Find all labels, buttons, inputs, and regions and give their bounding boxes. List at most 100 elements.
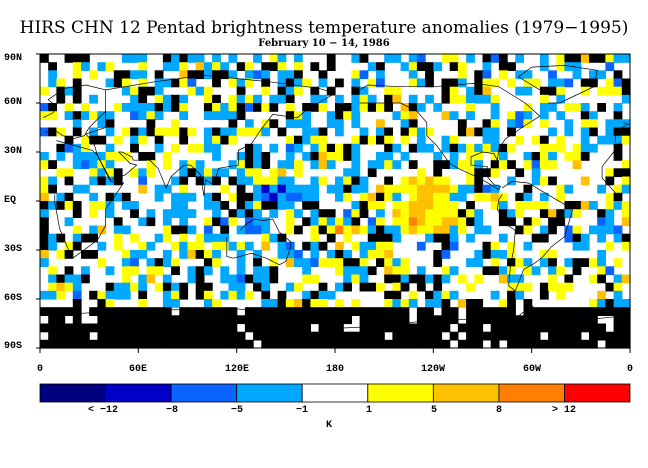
anomaly-cell bbox=[277, 160, 287, 169]
anomaly-cell bbox=[253, 217, 262, 227]
anomaly-cell bbox=[253, 250, 262, 259]
anomaly-cell bbox=[318, 282, 328, 292]
anomaly-cell bbox=[146, 209, 156, 218]
anomaly-cell bbox=[466, 54, 475, 63]
anomaly-cell bbox=[113, 135, 123, 145]
anomaly-cell bbox=[384, 86, 393, 96]
anomaly-cell bbox=[351, 209, 361, 218]
anomaly-cell bbox=[253, 94, 262, 104]
anomaly-cell bbox=[597, 258, 606, 267]
anomaly-cell bbox=[498, 62, 508, 71]
anomaly-cell bbox=[162, 290, 172, 300]
anomaly-cell bbox=[408, 290, 418, 300]
anomaly-cell bbox=[400, 299, 410, 308]
anomaly-cell bbox=[466, 86, 475, 96]
anomaly-cell bbox=[105, 339, 115, 349]
anomaly-cell bbox=[261, 241, 271, 251]
anomaly-cell bbox=[154, 323, 164, 333]
anomaly-cell bbox=[302, 241, 311, 251]
anomaly-cell bbox=[105, 143, 115, 153]
anomaly-cell bbox=[40, 160, 49, 169]
anomaly-cell bbox=[384, 176, 393, 186]
anomaly-cell bbox=[359, 70, 369, 80]
anomaly-cell bbox=[400, 258, 410, 267]
anomaly-cell bbox=[195, 168, 205, 178]
colorbar bbox=[39, 383, 631, 403]
anomaly-cell bbox=[162, 299, 172, 308]
anomaly-cell bbox=[589, 111, 598, 120]
anomaly-cell bbox=[302, 152, 311, 161]
anomaly-cell bbox=[392, 111, 402, 120]
anomaly-cell bbox=[433, 258, 443, 267]
anomaly-cell bbox=[433, 225, 443, 235]
anomaly-cell bbox=[343, 143, 352, 153]
anomaly-cell bbox=[359, 274, 369, 284]
anomaly-cell bbox=[261, 307, 271, 316]
anomaly-cell bbox=[416, 339, 426, 349]
anomaly-cell bbox=[162, 339, 172, 349]
anomaly-cell bbox=[171, 323, 180, 333]
anomaly-cell bbox=[310, 339, 320, 349]
anomaly-cell bbox=[212, 331, 221, 341]
anomaly-cell bbox=[408, 339, 418, 349]
anomaly-cell bbox=[318, 209, 328, 218]
anomaly-cell bbox=[113, 323, 123, 333]
anomaly-cell bbox=[425, 176, 434, 186]
anomaly-cell bbox=[72, 143, 82, 153]
anomaly-cell bbox=[203, 217, 213, 227]
anomaly-cell bbox=[515, 315, 525, 325]
anomaly-cell bbox=[285, 184, 295, 194]
anomaly-cell bbox=[531, 168, 541, 178]
anomaly-cell bbox=[457, 62, 467, 71]
anomaly-cell bbox=[179, 135, 189, 145]
anomaly-cell bbox=[605, 168, 615, 178]
anomaly-cell bbox=[408, 54, 418, 63]
anomaly-cell bbox=[376, 62, 385, 71]
anomaly-cell bbox=[244, 339, 254, 349]
anomaly-cell bbox=[162, 217, 172, 227]
anomaly-cell bbox=[228, 339, 238, 349]
anomaly-cell bbox=[605, 54, 615, 63]
anomaly-cell bbox=[285, 94, 295, 104]
anomaly-cell bbox=[589, 54, 598, 63]
anomaly-cell bbox=[408, 119, 418, 129]
anomaly-cell bbox=[269, 266, 279, 276]
anomaly-cell bbox=[261, 86, 271, 96]
anomaly-cell bbox=[482, 119, 492, 129]
anomaly-cell bbox=[228, 111, 238, 120]
anomaly-cell bbox=[302, 258, 311, 267]
anomaly-cell bbox=[367, 323, 377, 333]
anomaly-cell bbox=[56, 282, 66, 292]
anomaly-cell bbox=[244, 119, 254, 129]
anomaly-cell bbox=[162, 225, 172, 235]
anomaly-cell bbox=[474, 315, 484, 325]
anomaly-cell bbox=[72, 184, 82, 194]
anomaly-cell bbox=[482, 78, 492, 88]
anomaly-cell bbox=[392, 331, 402, 341]
anomaly-cell bbox=[326, 307, 336, 316]
anomaly-cell bbox=[162, 62, 172, 71]
anomaly-cell bbox=[482, 94, 492, 104]
anomaly-cell bbox=[556, 86, 566, 96]
anomaly-cell bbox=[269, 274, 279, 284]
anomaly-cell bbox=[367, 282, 377, 292]
anomaly-cell bbox=[105, 209, 115, 218]
anomaly-cell bbox=[351, 201, 361, 210]
anomaly-cell bbox=[179, 250, 189, 259]
anomaly-cell bbox=[433, 282, 443, 292]
anomaly-cell bbox=[482, 241, 492, 251]
anomaly-cell bbox=[367, 331, 377, 341]
anomaly-cell bbox=[72, 70, 82, 80]
anomaly-cell bbox=[457, 143, 467, 153]
anomaly-cell bbox=[56, 152, 66, 161]
anomaly-cell bbox=[310, 233, 320, 243]
anomaly-cell bbox=[564, 54, 574, 63]
anomaly-cell bbox=[48, 70, 57, 80]
anomaly-cell bbox=[187, 315, 197, 325]
anomaly-cell bbox=[294, 111, 303, 120]
anomaly-cell bbox=[244, 201, 254, 210]
anomaly-cell bbox=[113, 331, 123, 341]
anomaly-cell bbox=[490, 339, 500, 349]
anomaly-cell bbox=[449, 54, 459, 63]
anomaly-cell bbox=[507, 323, 516, 333]
